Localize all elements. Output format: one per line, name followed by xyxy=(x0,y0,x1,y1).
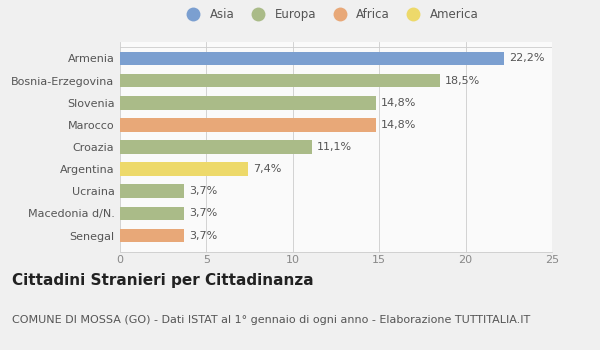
Legend: Asia, Europa, Africa, America: Asia, Europa, Africa, America xyxy=(181,8,479,21)
Text: 7,4%: 7,4% xyxy=(253,164,281,174)
Text: 22,2%: 22,2% xyxy=(509,54,544,63)
Text: 3,7%: 3,7% xyxy=(189,209,217,218)
Bar xyxy=(120,74,440,88)
Text: 18,5%: 18,5% xyxy=(445,76,480,85)
Text: 14,8%: 14,8% xyxy=(381,98,416,108)
Bar xyxy=(120,51,503,65)
Text: COMUNE DI MOSSA (GO) - Dati ISTAT al 1° gennaio di ogni anno - Elaborazione TUTT: COMUNE DI MOSSA (GO) - Dati ISTAT al 1° … xyxy=(12,315,530,325)
Bar xyxy=(120,140,312,154)
Bar xyxy=(120,184,184,198)
Bar xyxy=(120,96,376,110)
Text: 3,7%: 3,7% xyxy=(189,231,217,240)
Text: 3,7%: 3,7% xyxy=(189,186,217,196)
Text: 11,1%: 11,1% xyxy=(317,142,352,152)
Bar xyxy=(120,162,248,176)
Bar xyxy=(120,229,184,243)
Bar xyxy=(120,118,376,132)
Text: Cittadini Stranieri per Cittadinanza: Cittadini Stranieri per Cittadinanza xyxy=(12,273,314,288)
Bar xyxy=(120,206,184,220)
Text: 14,8%: 14,8% xyxy=(381,120,416,130)
